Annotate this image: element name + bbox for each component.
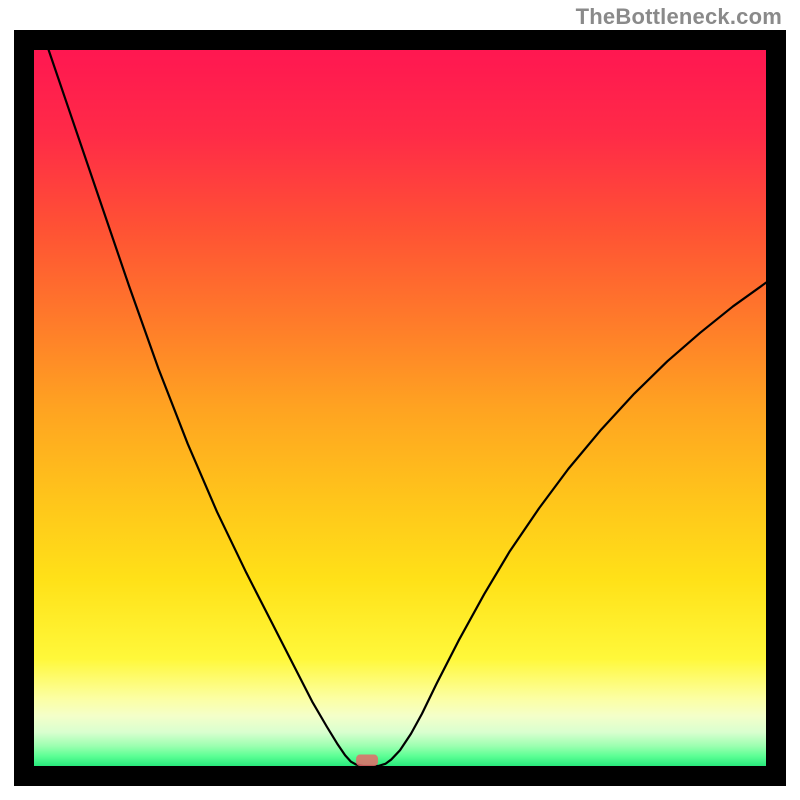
chart-frame: TheBottleneck.com xyxy=(0,0,800,800)
bottleneck-curve-chart xyxy=(34,50,766,766)
watermark-text: TheBottleneck.com xyxy=(576,4,782,30)
chart-background xyxy=(34,50,766,766)
dip-marker xyxy=(356,755,378,766)
